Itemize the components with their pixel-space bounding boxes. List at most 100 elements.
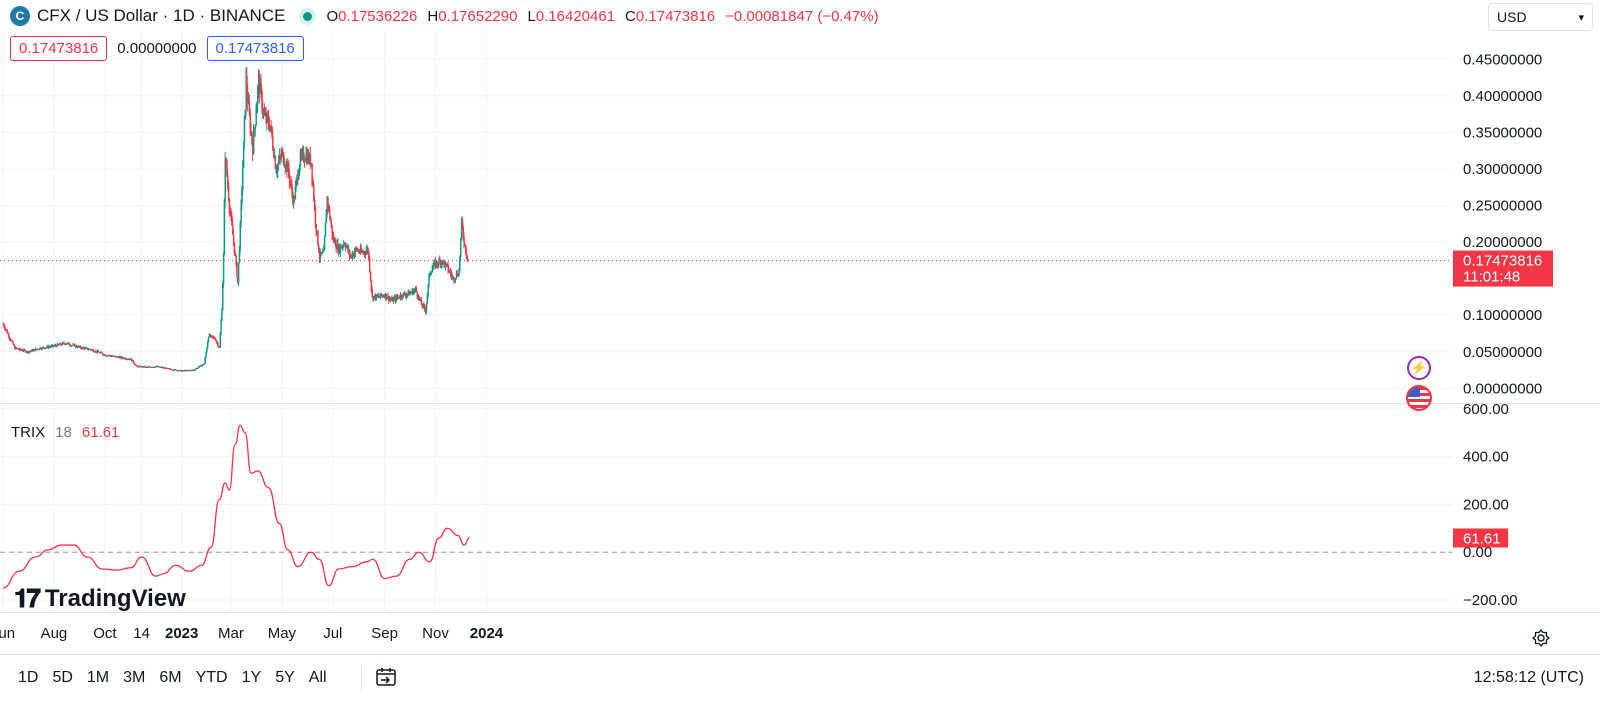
- symbol-title[interactable]: CFX / US Dollar · 1D · BINANCE: [37, 6, 286, 25]
- candle: [460, 217, 463, 242]
- candle-body: [246, 76, 248, 94]
- candle: [224, 152, 227, 209]
- candle: [68, 342, 70, 345]
- candle: [166, 367, 168, 369]
- candle-body: [465, 245, 467, 253]
- candle: [416, 291, 419, 299]
- candle-body: [217, 345, 220, 347]
- candle-body: [115, 356, 117, 358]
- candle: [229, 205, 232, 217]
- candle: [395, 294, 398, 303]
- candle-body: [331, 225, 333, 235]
- candle: [6, 329, 9, 334]
- candle: [172, 369, 175, 371]
- range-1d-button[interactable]: 1D: [18, 669, 39, 686]
- candle-body: [5, 328, 7, 330]
- candle-body: [126, 359, 129, 361]
- us-flag-event-icon[interactable]: [1406, 385, 1432, 411]
- candle-body: [116, 356, 118, 358]
- candle: [414, 286, 417, 293]
- candle: [247, 84, 249, 112]
- candle-body: [43, 347, 45, 349]
- candle: [351, 251, 353, 260]
- range-5y-button[interactable]: 5Y: [275, 669, 295, 686]
- candle: [162, 366, 165, 369]
- range-all-button[interactable]: All: [308, 669, 327, 686]
- range-ytd-button[interactable]: YTD: [195, 669, 228, 686]
- candle-body: [448, 270, 450, 272]
- candle: [42, 346, 44, 349]
- candle: [209, 333, 211, 338]
- utc-clock[interactable]: 12:58:12 (UTC): [1473, 669, 1584, 686]
- candle: [465, 248, 468, 260]
- candle-body: [197, 367, 199, 369]
- candle-body: [386, 298, 388, 300]
- candle-body: [281, 151, 283, 157]
- candle: [346, 245, 348, 249]
- candle-body: [452, 276, 454, 278]
- candle: [344, 241, 347, 251]
- candle: [75, 344, 77, 349]
- candle: [448, 267, 450, 273]
- candle: [376, 294, 378, 297]
- candle: [248, 94, 251, 116]
- candle: [188, 370, 191, 372]
- candle: [258, 69, 260, 99]
- candle-body: [179, 370, 181, 372]
- candle-body: [243, 118, 246, 142]
- candle: [332, 231, 334, 241]
- candle: [264, 106, 267, 117]
- candle: [186, 369, 188, 372]
- candle-body: [126, 359, 128, 361]
- candle: [222, 281, 224, 311]
- candle: [234, 249, 237, 257]
- candle: [102, 353, 105, 356]
- candle: [143, 365, 146, 368]
- candle: [430, 270, 432, 274]
- calendar-goto-icon[interactable]: [374, 665, 398, 689]
- candle-body: [209, 334, 211, 337]
- range-1y-button[interactable]: 1Y: [241, 669, 262, 686]
- candle-body: [67, 342, 70, 344]
- candle-body: [466, 255, 469, 260]
- range-3m-button[interactable]: 3M: [123, 669, 146, 686]
- candle: [369, 270, 372, 282]
- candle-body: [254, 125, 257, 129]
- candle: [441, 260, 444, 265]
- trix-axis-label: 200.00: [1463, 496, 1509, 513]
- tradingview-logo[interactable]: 𝟏𝟕 TradingView: [14, 583, 186, 615]
- candle-body: [84, 347, 86, 350]
- range-1m-button[interactable]: 1M: [86, 669, 110, 686]
- candle-body: [400, 294, 403, 298]
- candle: [124, 357, 126, 360]
- currency-select[interactable]: USD ▾: [1488, 3, 1593, 31]
- candle-body: [80, 346, 82, 348]
- symbol-header[interactable]: C CFX / US Dollar · 1D · BINANCE O0.1753…: [10, 6, 879, 26]
- candle-body: [341, 246, 343, 248]
- candle: [350, 254, 353, 259]
- candle: [315, 223, 318, 237]
- candle-body: [354, 248, 357, 253]
- candle: [166, 368, 169, 370]
- candle-body: [39, 347, 41, 350]
- candle: [382, 294, 384, 299]
- candle-body: [170, 369, 172, 371]
- candle: [182, 370, 185, 372]
- candle-body: [317, 230, 319, 245]
- gear-icon[interactable]: [1531, 628, 1551, 648]
- candle-body: [114, 356, 116, 358]
- currency-value: USD: [1497, 9, 1527, 25]
- trix-legend[interactable]: TRIX 18 61.61: [11, 424, 119, 441]
- candle-body: [362, 252, 364, 254]
- candle-body: [178, 370, 181, 372]
- candle-body: [268, 117, 270, 126]
- candle: [211, 335, 213, 338]
- range-5d-button[interactable]: 5D: [52, 669, 73, 686]
- range-6m-button[interactable]: 6M: [159, 669, 182, 686]
- candle: [177, 370, 179, 372]
- candle-body: [263, 110, 265, 112]
- lightning-event-icon[interactable]: ⚡: [1407, 356, 1431, 380]
- candle-body: [121, 356, 123, 359]
- candle-body: [422, 304, 424, 307]
